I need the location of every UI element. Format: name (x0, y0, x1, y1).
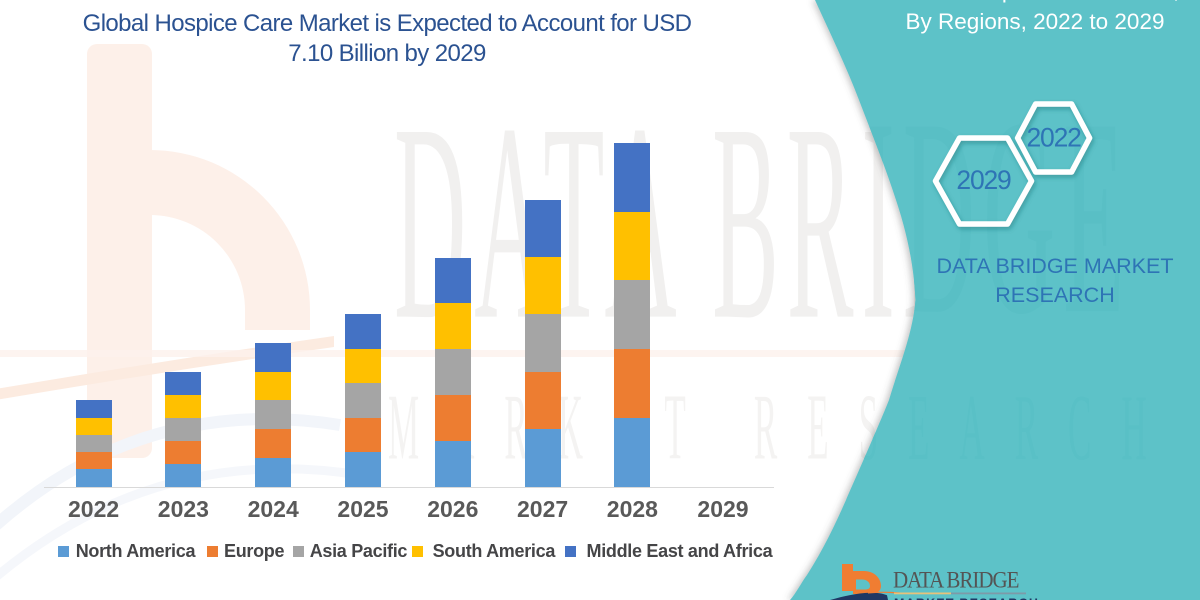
svg-text:DATA BRIDGE: DATA BRIDGE (893, 567, 1019, 593)
svg-text:2022: 2022 (1027, 123, 1082, 153)
svg-text:MARKET RESEARCH: MARKET RESEARCH (388, 377, 1177, 480)
svg-text:2029: 2029 (956, 165, 1011, 195)
svg-text:MARKET RESEARCH: MARKET RESEARCH (894, 597, 1039, 600)
